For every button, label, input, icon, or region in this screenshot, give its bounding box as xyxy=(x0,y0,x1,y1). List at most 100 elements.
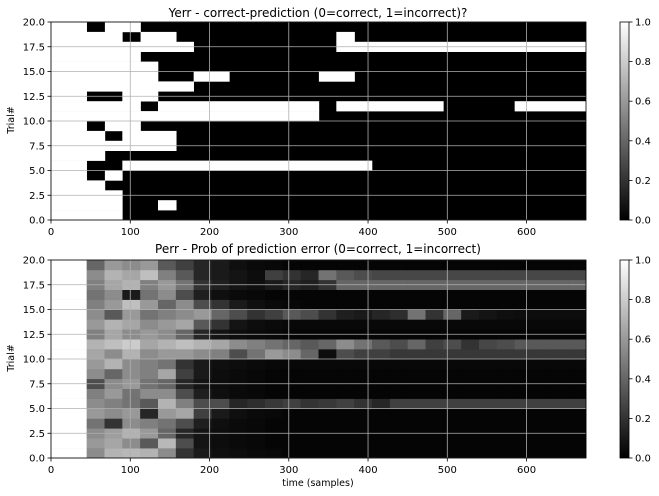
heatmap-cell xyxy=(282,309,301,320)
heatmap-cell xyxy=(425,339,444,350)
heatmap-cell xyxy=(86,359,105,370)
heatmap-cell xyxy=(140,408,159,419)
heatmap-cell xyxy=(425,269,444,281)
heatmap-cell xyxy=(550,408,569,419)
heatmap-cell xyxy=(372,289,391,300)
heatmap-cell xyxy=(568,309,587,320)
heatmap-cell xyxy=(158,398,177,409)
heatmap-cell xyxy=(104,170,123,181)
heatmap-cell xyxy=(140,359,159,370)
colorbar-tick-label: 0.0 xyxy=(635,216,651,227)
heatmap-cell xyxy=(336,368,355,380)
heatmap-cell xyxy=(496,398,515,409)
heatmap-cell xyxy=(51,31,123,43)
heatmap-cell xyxy=(372,339,391,350)
y-tick-label: 7.5 xyxy=(29,379,45,390)
heatmap-cell xyxy=(336,388,355,399)
heatmap-cell xyxy=(532,388,551,399)
heatmap-cell xyxy=(318,438,337,449)
heatmap-cell xyxy=(550,269,569,281)
heatmap-cell xyxy=(104,260,123,271)
heatmap-cell xyxy=(193,368,212,380)
heatmap-cell xyxy=(354,339,373,350)
heatmap-cell xyxy=(568,349,587,360)
colorbar-bottom: 0.0 0.2 0.4 0.6 0.8 1.0 xyxy=(619,256,651,465)
heatmap-cell xyxy=(479,408,498,419)
heatmap-cell xyxy=(425,260,444,271)
heatmap-cell xyxy=(372,438,391,449)
heatmap-cell xyxy=(532,260,551,271)
heatmap-cell xyxy=(158,438,177,449)
heatmap-cell xyxy=(354,408,373,419)
heatmap-cell xyxy=(122,269,141,281)
heatmap-cell xyxy=(247,289,266,300)
heatmap-cell xyxy=(318,269,337,281)
heatmap-cell xyxy=(532,269,551,281)
heatmap-cell xyxy=(514,319,533,330)
heatmap-cell xyxy=(247,299,266,310)
heatmap-cell xyxy=(372,359,391,370)
heatmap-cell xyxy=(300,319,319,330)
heatmap-cell xyxy=(532,299,551,310)
heatmap-cell xyxy=(229,418,248,429)
heatmap-cell xyxy=(247,398,266,409)
heatmap-cell xyxy=(193,289,212,300)
heatmap-cell xyxy=(282,388,301,399)
heatmap-cell xyxy=(265,349,284,360)
heatmap-cell xyxy=(122,398,141,409)
heatmap-cell xyxy=(104,368,123,380)
heatmap-cell xyxy=(104,299,123,310)
heatmap-cell xyxy=(407,448,426,459)
heatmap-cell xyxy=(532,398,551,409)
heatmap-cell xyxy=(175,438,194,449)
y-tick-label: 12.5 xyxy=(23,330,45,341)
heatmap-cell xyxy=(122,368,141,380)
heatmap-cell xyxy=(300,359,319,370)
heatmap-cell xyxy=(496,289,515,300)
heatmap-cell xyxy=(514,368,533,380)
heatmap-cell xyxy=(318,448,337,459)
heatmap-cell xyxy=(443,299,462,310)
heatmap-cell xyxy=(229,319,248,330)
heatmap-cell xyxy=(211,260,230,271)
heatmap-cell xyxy=(158,309,177,320)
heatmap-cell xyxy=(514,260,533,271)
heatmap-cell xyxy=(247,260,266,271)
heatmap-cell xyxy=(479,289,498,300)
heatmap-cell xyxy=(175,299,194,310)
heatmap-cell xyxy=(51,349,87,360)
heatmap-cell xyxy=(532,438,551,449)
heatmap-cell xyxy=(461,438,480,449)
x-tick-label: 600 xyxy=(517,227,536,238)
heatmap-cell xyxy=(336,289,355,300)
heatmap-cell xyxy=(372,349,391,360)
heatmap-cell xyxy=(443,269,462,281)
heatmap-cell xyxy=(86,309,105,320)
heatmap-cell xyxy=(336,269,355,281)
heatmap-cell xyxy=(372,368,391,380)
heatmap-cell xyxy=(532,309,551,320)
heatmap-cell xyxy=(265,388,284,399)
heatmap-cell xyxy=(496,368,515,380)
y-tick-label: 15.0 xyxy=(23,67,45,78)
heatmap-cell xyxy=(496,309,515,320)
colorbar-tick-label: 0.2 xyxy=(635,414,651,425)
heatmap-cell xyxy=(479,299,498,310)
heatmap-cell xyxy=(51,22,87,33)
heatmap-cell xyxy=(247,368,266,380)
colorbar-tick-label: 0.8 xyxy=(635,57,651,68)
heatmap-cell xyxy=(443,388,462,399)
heatmap-cell xyxy=(211,349,230,360)
heatmap-cell xyxy=(568,269,587,281)
y-tick-label: 20.0 xyxy=(23,18,45,29)
heatmap-cell xyxy=(211,269,230,281)
y-tick-label: 5.0 xyxy=(29,166,45,177)
heatmap-cell xyxy=(514,101,587,112)
colorbar-tick-label: 1.0 xyxy=(635,18,651,29)
heatmap-cell xyxy=(389,319,408,330)
heatmap-cell xyxy=(86,299,105,310)
heatmap-cell xyxy=(461,408,480,419)
heatmap-cell xyxy=(443,359,462,370)
heatmap-cell xyxy=(104,289,123,300)
heatmap-cell xyxy=(193,299,212,310)
